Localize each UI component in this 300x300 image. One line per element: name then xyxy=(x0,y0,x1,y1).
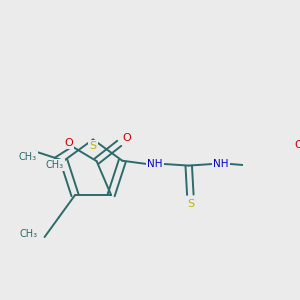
Text: S: S xyxy=(89,141,97,151)
Text: O: O xyxy=(295,140,300,150)
Text: NH: NH xyxy=(213,159,229,169)
Text: CH₃: CH₃ xyxy=(20,229,38,239)
Text: CH₃: CH₃ xyxy=(45,160,64,170)
Text: O: O xyxy=(64,137,73,148)
Text: NH: NH xyxy=(147,159,163,169)
Text: CH₃: CH₃ xyxy=(19,152,37,162)
Text: O: O xyxy=(122,134,131,143)
Text: S: S xyxy=(188,199,195,208)
